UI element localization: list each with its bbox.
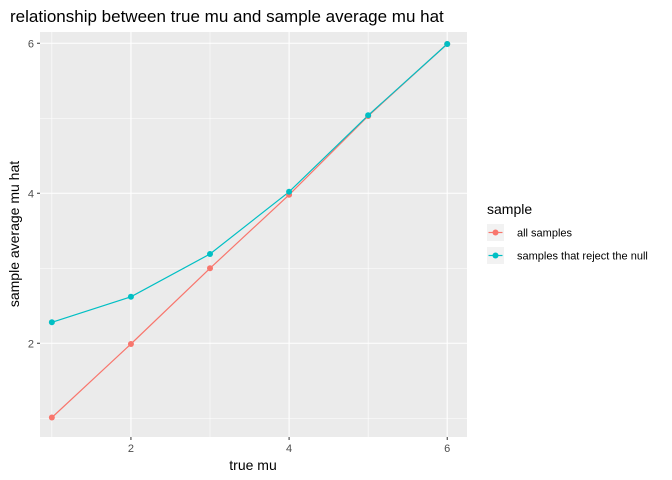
x-axis-title: true mu xyxy=(229,457,276,473)
series-point-1 xyxy=(207,251,214,257)
x-tick-label: 6 xyxy=(444,443,450,455)
legend-title: sample xyxy=(487,201,532,217)
legend-label: samples that reject the null xyxy=(517,251,648,263)
x-tick-label: 2 xyxy=(128,443,134,455)
chart-title: relationship between true mu and sample … xyxy=(10,7,444,26)
series-point-0 xyxy=(127,341,134,347)
series-point-0 xyxy=(207,265,214,272)
series-point-1 xyxy=(286,188,293,195)
legend-key-point xyxy=(492,252,499,259)
grid-minor xyxy=(40,32,467,437)
series-line-1 xyxy=(51,43,448,323)
x-tick-label: 4 xyxy=(286,443,292,455)
legend-label: all samples xyxy=(517,228,573,240)
series-layer xyxy=(48,41,451,421)
series-point-1 xyxy=(365,112,372,119)
series-point-1 xyxy=(48,319,55,326)
plot-panel xyxy=(40,32,467,437)
y-tick-label: 6 xyxy=(28,38,34,50)
series-point-1 xyxy=(127,293,134,300)
grid-major xyxy=(40,32,467,437)
series-point-0 xyxy=(48,414,55,421)
axis-ticks: 2 4 6 2 4 6 xyxy=(28,38,450,455)
y-tick-label: 4 xyxy=(28,188,34,200)
legend: sample all samples samples that reject th… xyxy=(487,201,648,264)
y-axis-title: sample average mu hat xyxy=(6,161,22,307)
legend-key-point xyxy=(492,229,499,236)
series-point-1 xyxy=(444,41,451,47)
y-tick-label: 2 xyxy=(28,338,34,350)
